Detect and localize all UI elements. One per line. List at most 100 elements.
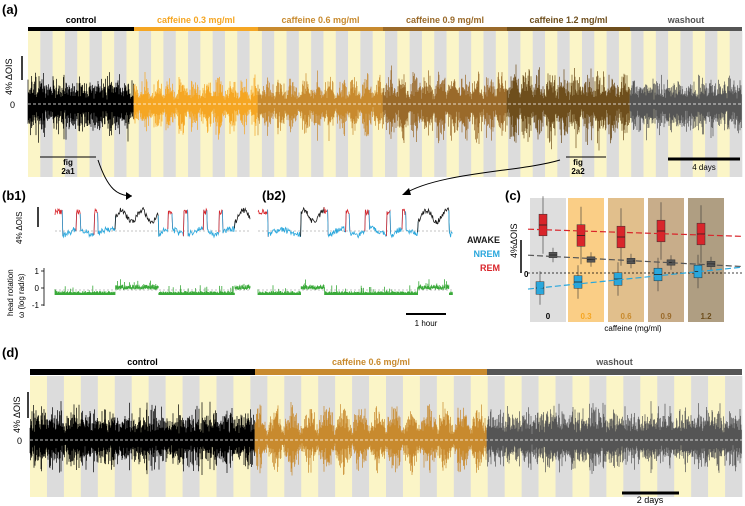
condition-bar — [28, 27, 134, 31]
category-background — [568, 198, 604, 322]
panel-a-scalebar-label: 4 days — [692, 163, 716, 172]
condition-label: washout — [595, 357, 633, 367]
panel-a-label: (a) — [2, 2, 18, 17]
condition-label: control — [127, 357, 158, 367]
ois-trace-segment — [506, 64, 630, 151]
panel-b-rot-label: head rotation — [6, 269, 15, 316]
panel-d-condition-bars: control caffeine 0.6 mg/ml washout — [30, 357, 742, 375]
sleep-state-trace — [93, 207, 99, 235]
sleep-state-trace — [171, 210, 185, 237]
ois-trace-segment — [27, 72, 134, 143]
head-rotation-trace — [54, 279, 251, 295]
annot-fig-2a2-text: fig — [573, 158, 583, 167]
category-background — [688, 198, 724, 322]
panel-d: (d) control caffeine 0.6 mg/ml washout 4% … — [2, 345, 743, 505]
sleep-state-trace — [234, 207, 251, 229]
sleep-state-trace — [61, 210, 77, 239]
panel-d-label: (d) — [2, 345, 19, 360]
sleep-state-trace — [75, 209, 82, 231]
legend-awake: AWAKE — [467, 235, 500, 245]
panel-a: (a) control caffeine 0.3 mg/ml caffeine 0.… — [2, 2, 743, 200]
panel-b-ois-label: 4% ΔOIS — [15, 212, 24, 244]
sleep-state-trace — [327, 209, 347, 238]
condition-bar — [255, 369, 487, 375]
panel-b1-label: (b1) — [2, 188, 26, 203]
sleep-state-trace — [222, 210, 236, 234]
panel-b2-ois-trace — [257, 206, 453, 239]
legend-rem: REM — [480, 263, 500, 273]
sleep-state-trace — [79, 213, 95, 238]
panel-d-ylabel: 4% ΔOIS — [12, 396, 22, 433]
legend-nrem: NREM — [474, 249, 501, 259]
sleep-state-trace — [114, 206, 160, 237]
sleep-state-trace — [157, 210, 169, 238]
head-rotation-trace — [257, 279, 453, 295]
panel-c-xtick-labels: 0 0.3 0.6 0.9 1.2 — [546, 312, 712, 321]
panel-b: (b1) (b2) 4% ΔOIS head rotation ω (log r… — [2, 188, 500, 328]
panel-c: (c) 4%ΔOIS 0 0 0.3 0.6 0.9 1.2 caffeine (mg/… — [505, 188, 743, 333]
sleep-state-trace — [300, 206, 325, 237]
condition-label: caffeine 0.3 mg/ml — [157, 15, 235, 25]
condition-label: control — [66, 15, 97, 25]
condition-bar — [630, 27, 742, 31]
ois-trace-segment — [486, 401, 742, 474]
sleep-state-trace — [405, 211, 419, 236]
sleep-state-trace — [348, 209, 366, 239]
sleep-state-trace — [167, 210, 173, 230]
sleep-state-trace — [218, 209, 224, 234]
panel-c-ytick-0: 0 — [524, 270, 529, 279]
xtick-label: 1.2 — [700, 312, 712, 321]
condition-label: caffeine 1.2 mg/ml — [529, 15, 607, 25]
condition-label: washout — [667, 15, 705, 25]
sleep-state-trace — [368, 210, 388, 237]
annot-fig-2a1-text: fig — [63, 158, 73, 167]
panel-a-ytick-0: 0 — [10, 100, 15, 110]
sleep-state-trace — [187, 209, 205, 238]
condition-bar — [30, 369, 255, 375]
panel-c-boxplots — [535, 196, 716, 305]
sleep-state-trace — [448, 210, 453, 238]
panel-a-condition-bars: control caffeine 0.3 mg/ml caffeine 0.6 mg… — [28, 15, 742, 31]
panel-d-ois-trace — [29, 401, 742, 476]
xtick-label: 0.3 — [580, 312, 592, 321]
ois-trace-segment — [382, 65, 507, 144]
sleep-state-trace — [417, 207, 450, 234]
xtick-label: 0 — [546, 312, 551, 321]
panel-a-ois-trace — [27, 64, 742, 151]
condition-bar — [507, 27, 630, 31]
panel-b2-rotation-trace — [257, 279, 453, 295]
panel-c-ylabel: 4%ΔOIS — [509, 223, 519, 258]
xtick-label: 0.9 — [660, 312, 672, 321]
sleep-state-trace — [267, 209, 302, 238]
category-background — [530, 198, 566, 322]
rot-tick-0: 0 — [35, 284, 40, 293]
panel-d-scalebar-label: 2 days — [637, 495, 664, 505]
panel-d-ytick-0: 0 — [17, 436, 22, 446]
rot-tick-m1: -1 — [32, 301, 40, 310]
panel-c-label: (c) — [505, 188, 521, 203]
sleep-state-trace — [54, 207, 64, 236]
arrow-to-b2-head — [402, 188, 411, 195]
sleep-state-trace — [202, 207, 208, 231]
sleep-state-trace — [389, 209, 403, 239]
panel-b2-label: (b2) — [262, 188, 286, 203]
condition-bar — [487, 369, 742, 375]
ois-trace-segment — [133, 72, 258, 140]
category-background — [648, 198, 684, 322]
panel-b1-rotation-trace — [54, 279, 251, 295]
condition-bar — [383, 27, 507, 31]
sleep-state-trace — [206, 210, 220, 239]
sleep-state-trace — [345, 208, 351, 232]
rot-tick-1: 1 — [35, 267, 40, 276]
arrow-to-b1-head — [126, 192, 132, 200]
arrow-to-b2 — [403, 159, 561, 195]
condition-bar — [134, 27, 258, 31]
ois-trace-segment — [254, 402, 487, 476]
annot-fig-2a2-sub: 2a2 — [571, 167, 585, 176]
panel-c-category-backgrounds — [530, 198, 724, 322]
condition-label: caffeine 0.6 mg/ml — [281, 15, 359, 25]
panel-c-xlabel: caffeine (mg/ml) — [604, 324, 662, 333]
condition-label: caffeine 0.9 mg/ml — [406, 15, 484, 25]
sleep-state-trace — [97, 212, 116, 236]
